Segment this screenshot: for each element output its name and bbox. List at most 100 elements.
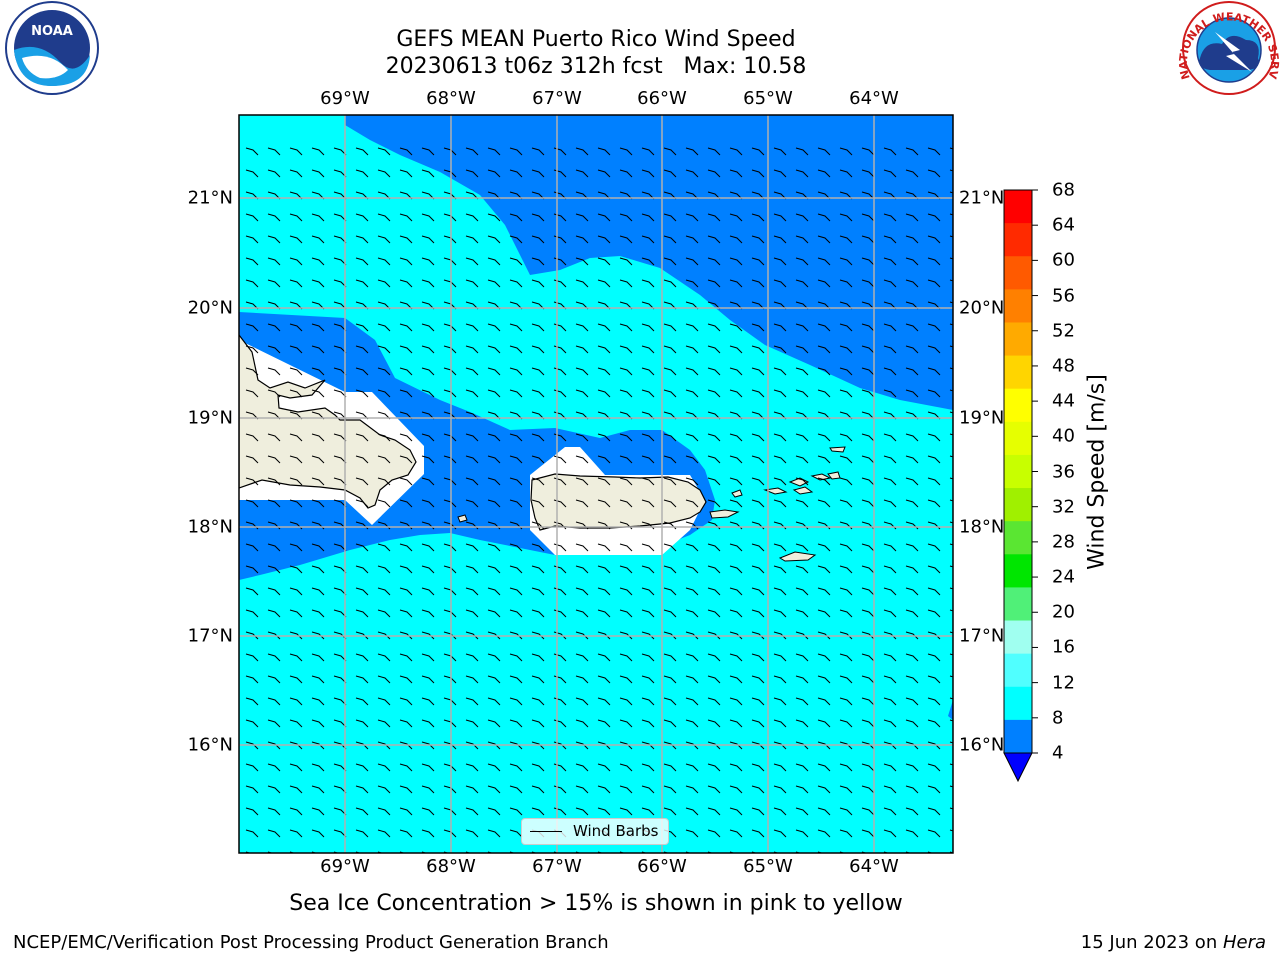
wind-barb [289,807,303,816]
wind-barb [773,587,787,596]
wind-barb [773,433,787,442]
wind-barb [707,543,721,552]
wind-barb [377,367,391,376]
wind-barb [905,323,919,332]
land-mona [457,514,468,523]
wind-barb [597,807,611,816]
wind-barb [839,785,853,794]
nws-logo [1182,1,1276,95]
wind-barb [509,477,523,486]
wind-barb [729,389,743,398]
wind-barb [619,609,633,618]
wind-barb [311,631,325,640]
wind-barb [509,719,523,728]
wind-barb [927,147,941,156]
wind-barb [465,147,479,156]
wind-barb [355,257,369,266]
wind-barb [597,653,611,662]
wind-barb [927,323,941,332]
wind-barb [641,235,655,244]
wind-barb [575,543,589,552]
wind-barb [641,499,655,508]
wind-barb [641,147,655,156]
wind-barb [729,829,743,838]
wind-barb [465,367,479,376]
lon-label-bottom: 67°W [532,856,582,877]
wind-barb [531,543,545,552]
wind-barb [707,829,721,838]
wind-barb [399,565,413,574]
wind-barb [795,653,809,662]
wind-barb [267,433,281,442]
colorbar-tick-label: 36 [1052,461,1075,482]
wind-barb [487,785,501,794]
wind-barb [399,389,413,398]
lat-label-left: 18°N [187,516,233,538]
wind-barb [773,653,787,662]
wind-barb [795,455,809,464]
wind-barb [707,323,721,332]
colorbar-segment [1004,322,1032,357]
wind-barb [619,565,633,574]
wind-barb [421,631,435,640]
wind-barb [707,807,721,816]
wind-barb [355,565,369,574]
wind-barb [377,455,391,464]
wind-barb [641,697,655,706]
wind-barb [861,609,875,618]
wind-barb [245,587,259,596]
wind-barb [245,609,259,618]
wind-barb [245,565,259,574]
wind-barb [641,807,655,816]
wind-barb [927,609,941,618]
wind-barb [685,389,699,398]
wind-barb [685,631,699,640]
wind-barb [707,763,721,772]
wind-barb [795,543,809,552]
wind-barb [707,257,721,266]
wind-barb [641,631,655,640]
wind-barb [487,807,501,816]
wind-barb [883,367,897,376]
wind-barb [421,653,435,662]
wind-barb [399,543,413,552]
graticule [239,115,953,853]
noaa-logo-text: NOAA [31,24,73,39]
wind-barb [597,433,611,442]
colorbar-segment [1004,421,1032,456]
wind-barb [399,609,413,618]
wind-barb [927,477,941,486]
wind-barb [707,147,721,156]
wind-field-dark-east [948,700,953,720]
wind-barb [399,345,413,354]
colorbar-segment [1004,653,1032,688]
wind-barb [663,323,677,332]
wind-barb [619,763,633,772]
wind-barb [861,785,875,794]
wind-barb [729,785,743,794]
wind-barb [311,257,325,266]
lat-label-right: 16°N [959,734,1005,756]
wind-barb [817,807,831,816]
land-hispaniola [239,334,417,509]
wind-barb [861,741,875,750]
wind-barb [531,455,545,464]
wind-barb [883,345,897,354]
wind-barb [377,741,391,750]
wind-barb [663,807,677,816]
wind-barb [487,653,501,662]
colorbar-tick-label: 8 [1052,707,1064,729]
wind-barb [465,235,479,244]
wind-barb [861,499,875,508]
wind-barb [597,631,611,640]
wind-barb [729,147,743,156]
wind-barb [707,213,721,222]
wind-barb [245,763,259,772]
wind-barb [817,235,831,244]
wind-barb [795,367,809,376]
lat-label-left: 21°N [187,187,233,209]
wind-barb [707,697,721,706]
wind-barb [421,147,435,156]
wind-barb [289,565,303,574]
wind-barb [597,147,611,156]
